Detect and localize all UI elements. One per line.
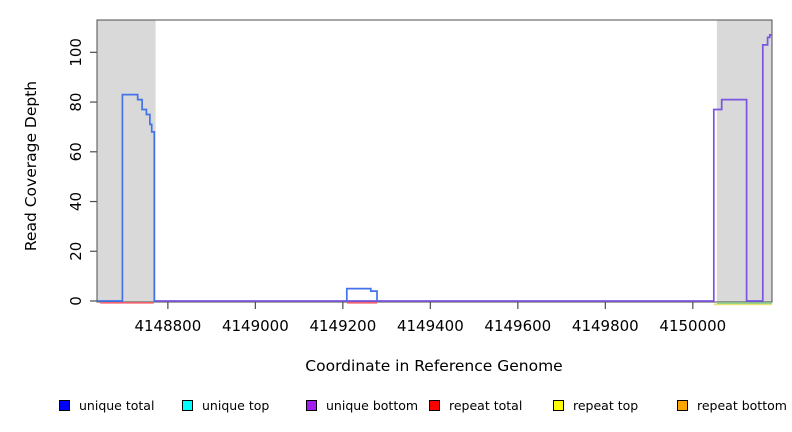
legend-label: repeat total <box>449 398 523 413</box>
y-tick-label: 20 <box>67 242 85 261</box>
y-tick-label: 0 <box>67 296 85 306</box>
x-tick-label: 4149000 <box>222 317 289 335</box>
plot-box <box>96 19 773 303</box>
x-tick-label: 4149200 <box>309 317 376 335</box>
y-tick-label: 60 <box>67 142 85 161</box>
legend-swatch-repeat-total <box>429 400 440 411</box>
masked-region <box>97 20 156 302</box>
legend-item-unique-total: unique total <box>59 398 154 413</box>
coverage-plot: 4148800 4149000 4149200 4149400 4149600 41498… <box>67 19 773 335</box>
legend-item-repeat-bottom: repeat bottom <box>677 398 787 413</box>
legend-label: unique bottom <box>326 398 419 413</box>
legend-label: unique top <box>202 398 270 413</box>
legend-item-unique-bottom: unique bottom <box>306 398 418 413</box>
legend-swatch-unique-total <box>59 400 70 411</box>
y-tick-label: 40 <box>67 192 85 211</box>
legend-item-unique-top: unique top <box>182 398 269 413</box>
legend-item-repeat-total: repeat total <box>429 398 522 413</box>
x-tick-label: 4149800 <box>572 317 639 335</box>
series-line-unique-total <box>97 93 156 302</box>
legend-swatch-repeat-top <box>553 400 564 411</box>
x-tick-label: 4150000 <box>659 317 726 335</box>
series-line-unique-total <box>345 287 378 301</box>
masked-region <box>716 20 772 302</box>
legend-swatch-repeat-bottom <box>677 400 688 411</box>
legend: unique total unique top unique bottom repea… <box>0 398 792 420</box>
legend-label: unique total <box>79 398 155 413</box>
x-tick-label: 4149600 <box>484 317 551 335</box>
legend-label: repeat top <box>573 398 639 413</box>
legend-label: repeat bottom <box>697 398 787 413</box>
x-tick-label: 4148800 <box>134 317 201 335</box>
y-tick-label: 80 <box>67 93 85 112</box>
legend-swatch-unique-top <box>182 400 193 411</box>
legend-swatch-unique-bottom <box>306 400 317 411</box>
y-tick-label: 100 <box>67 38 85 67</box>
y-axis-label: Read Coverage Depth <box>22 80 40 252</box>
x-axis-label: Coordinate in Reference Genome <box>305 357 563 375</box>
x-tick-label: 4149400 <box>397 317 464 335</box>
series-line-unique-bottom <box>155 34 772 302</box>
legend-item-repeat-top: repeat top <box>553 398 638 413</box>
